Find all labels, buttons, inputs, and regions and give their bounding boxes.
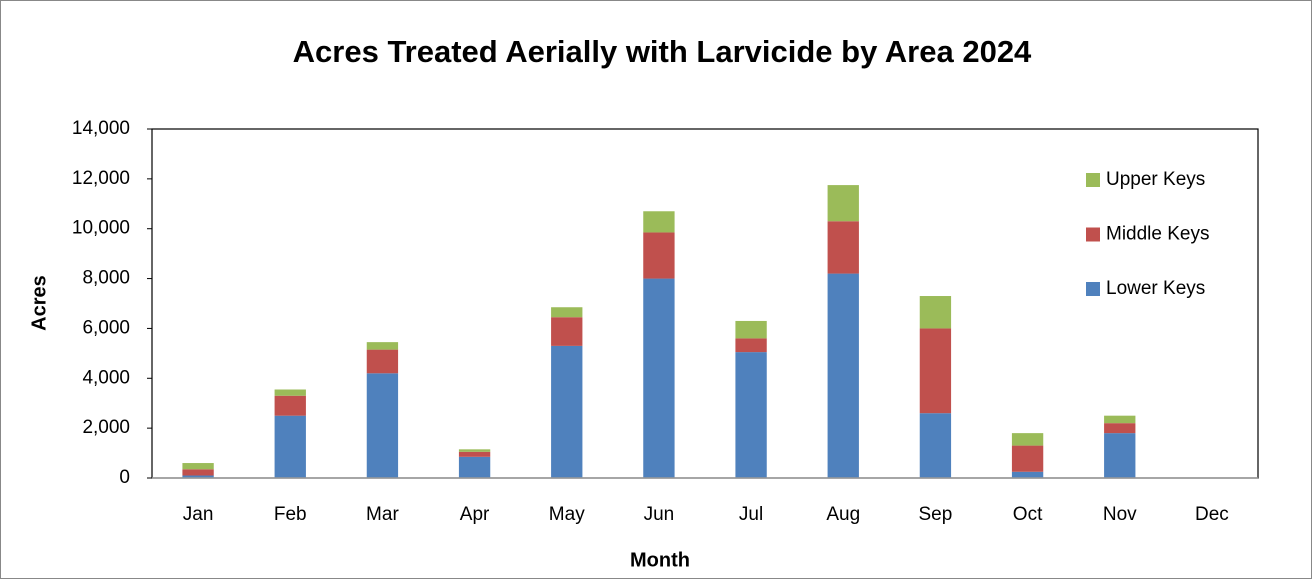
y-tick-label: 12,000	[72, 168, 130, 189]
x-tick-label: Aug	[826, 504, 860, 525]
bar-segment	[551, 345, 583, 478]
bar-segment	[182, 463, 214, 470]
bar-segment	[366, 342, 399, 350]
x-tick-label: Apr	[460, 504, 490, 525]
bar-segment	[1104, 423, 1136, 434]
y-tick-label: 2,000	[82, 417, 130, 438]
bar-segment	[1011, 433, 1044, 446]
bar-segment	[919, 413, 952, 478]
bar-segment	[1104, 433, 1136, 478]
legend-swatch	[1086, 173, 1100, 187]
bar-segment	[366, 373, 399, 478]
bar-segment	[735, 320, 767, 339]
bar-segment	[827, 273, 859, 478]
y-tick-label: 0	[119, 467, 130, 488]
bar-segment	[827, 185, 859, 222]
x-tick-label: Nov	[1103, 504, 1137, 525]
bar-segment	[643, 211, 675, 233]
y-tick-label: 14,000	[72, 118, 130, 139]
bar-segment	[274, 415, 306, 478]
bar-segment	[458, 449, 491, 452]
bar-segment	[1011, 445, 1044, 472]
bar-segment	[827, 221, 859, 274]
bar-segment	[182, 469, 214, 476]
x-tick-label: Jul	[739, 504, 763, 525]
x-axis-title: Month	[630, 549, 690, 571]
y-tick-label: 6,000	[82, 317, 130, 338]
x-tick-label: Jan	[183, 504, 214, 525]
bar-segment	[1011, 471, 1044, 478]
bar-segment	[182, 475, 214, 478]
bar-segment	[1104, 415, 1136, 424]
y-tick-label: 4,000	[82, 367, 130, 388]
bar-segment	[643, 232, 675, 279]
x-tick-label: Jun	[644, 504, 675, 525]
legend-label: Upper Keys	[1106, 169, 1205, 190]
bar-segment	[274, 389, 306, 396]
x-tick-label: Mar	[366, 504, 399, 525]
legend-swatch	[1086, 227, 1100, 242]
x-tick-label: Oct	[1013, 504, 1043, 525]
y-tick-label: 8,000	[82, 268, 130, 289]
x-tick-label: Sep	[919, 504, 953, 525]
bar-segment	[919, 328, 952, 414]
bar-segment	[366, 349, 399, 374]
legend-label: Lower Keys	[1106, 278, 1205, 299]
legend-swatch	[1086, 282, 1100, 296]
bar-segment	[735, 338, 767, 353]
bar-segment	[551, 317, 583, 346]
bar-segment	[274, 395, 306, 416]
bar-segment	[919, 296, 952, 329]
bar-segment	[643, 278, 675, 478]
bar-segment	[735, 352, 767, 478]
bar-segment	[458, 451, 491, 457]
x-tick-label: Feb	[274, 504, 307, 525]
bar-segment	[551, 307, 583, 318]
chart-title: Acres Treated Aerially with Larvicide by…	[293, 34, 1032, 69]
bar-segment	[458, 456, 491, 478]
y-axis-title: Acres	[28, 275, 50, 331]
y-tick-label: 10,000	[72, 218, 130, 239]
x-tick-label: May	[549, 504, 585, 525]
x-tick-label: Dec	[1195, 504, 1229, 525]
legend-label: Middle Keys	[1106, 224, 1210, 245]
